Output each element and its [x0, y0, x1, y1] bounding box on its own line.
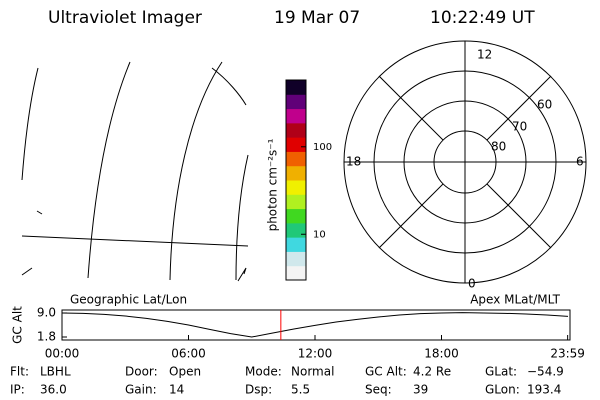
field-label: GC Alt: [365, 365, 407, 379]
plot-frame [61, 309, 571, 341]
colorbar-cell [286, 94, 306, 110]
field-label: Flt: [10, 365, 29, 379]
colorbar-tick-label: 10 [313, 229, 326, 240]
colorbar: 10 100 [285, 79, 332, 281]
x-tick-label: 23:59 [550, 347, 585, 361]
colorbar-cell [286, 80, 306, 95]
colorbar-cell [286, 194, 306, 210]
field-label: Door: [125, 365, 158, 379]
mlt-label: 6 [576, 155, 584, 169]
colorbar-cell [286, 122, 306, 138]
colorbar-cell [286, 108, 306, 124]
lat-label: 80 [491, 140, 506, 154]
colorbar-frame [285, 79, 307, 281]
gc-alt-line [61, 312, 569, 338]
field-value: LBHL [40, 365, 71, 379]
y-tick-label: 1.8 [37, 330, 56, 344]
map-grid [21, 61, 249, 282]
field-label: Mode: [245, 365, 282, 379]
date: 19 Mar 07 [274, 8, 360, 28]
colorbar-cell [286, 180, 306, 195]
plot-title-right: Apex MLat/MLT [470, 293, 560, 307]
polar-grid [343, 40, 587, 284]
x-tick-label: 06:00 [171, 347, 206, 361]
y-axis-label: GC Alt [11, 306, 25, 344]
colorbar-cell [286, 165, 306, 181]
field-value: −54.9 [527, 365, 564, 379]
field-value: Open [169, 365, 201, 379]
x-tick-label: 18:00 [424, 347, 459, 361]
field-label: IP: [10, 383, 25, 397]
lat-label: 60 [537, 98, 552, 112]
lat-label: 70 [512, 120, 527, 134]
field-value: 36.0 [40, 383, 67, 397]
colorbar-tick-label: 100 [313, 142, 332, 153]
field-label: Seq: [365, 383, 392, 397]
mlt-label: 12 [477, 48, 492, 62]
colorbar-cell [286, 237, 306, 252]
field-value: 193.4 [527, 383, 561, 397]
field-label: GLon: [485, 383, 520, 397]
colorbar-label: photon cm⁻²s⁻¹ [266, 138, 280, 231]
footer: Flt: LBHL Door: Open Mode: Normal GC Alt: 4.2 R… [10, 365, 564, 397]
x-tick-label: 00:00 [45, 347, 80, 361]
colorbar-cell [286, 251, 306, 267]
colorbar-cell [286, 222, 306, 238]
field-value: 5.5 [291, 383, 310, 397]
field-value: 39 [413, 383, 428, 397]
title: Ultraviolet Imager [48, 8, 202, 28]
field-value: 4.2 Re [413, 365, 451, 379]
colorbar-cell [286, 137, 306, 152]
field-value: 14 [169, 383, 184, 397]
x-tick-label: 12:00 [298, 347, 333, 361]
colorbar-cell [286, 208, 306, 224]
field-label: GLat: [485, 365, 517, 379]
field-label: Dsp: [245, 383, 272, 397]
field-label: Gain: [125, 383, 157, 397]
y-tick-label: 9.0 [37, 306, 56, 320]
field-value: Normal [291, 365, 334, 379]
plot-title-left: Geographic Lat/Lon [70, 293, 187, 307]
colorbar-cell [286, 265, 306, 281]
time: 10:22:49 UT [430, 8, 535, 28]
mlt-label: 18 [346, 155, 361, 169]
mlt-label: 0 [468, 277, 476, 291]
colorbar-cell [286, 151, 306, 167]
